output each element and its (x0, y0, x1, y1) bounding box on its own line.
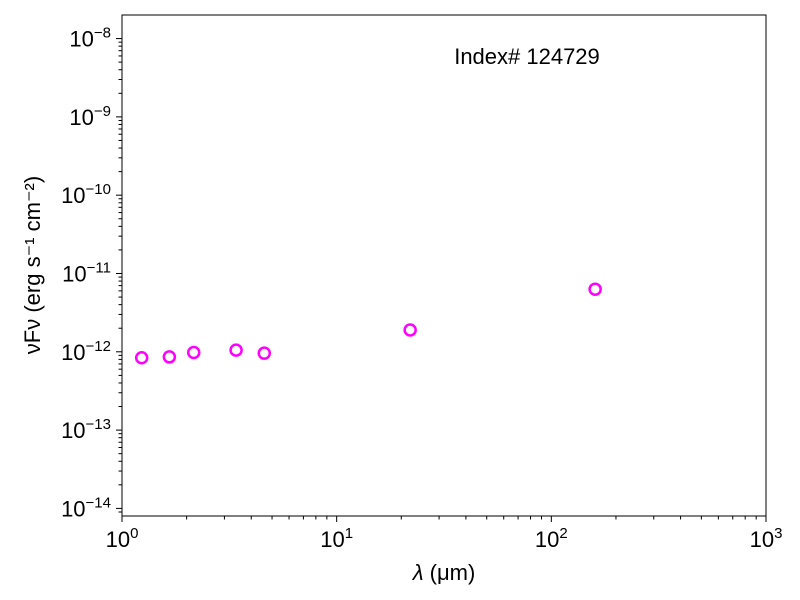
data-points (134, 282, 602, 365)
x-tick-label: 103 (750, 525, 783, 552)
annotation-label: Index# 124729 (454, 44, 600, 69)
data-point (229, 343, 243, 357)
y-tick-label: 10−14 (61, 494, 111, 521)
plot-frame (121, 14, 767, 517)
x-tick-label: 102 (535, 525, 568, 552)
y-tick-label: 10−9 (69, 103, 111, 130)
data-point (162, 350, 177, 364)
x-tick-label: 101 (320, 525, 353, 552)
x-tick-label: 100 (106, 525, 139, 552)
data-point (187, 345, 201, 360)
data-point (257, 346, 272, 360)
data-point (134, 350, 149, 365)
y-tick-label: 10−10 (61, 181, 111, 208)
minor-ticks (118, 41, 757, 520)
y-tick-label: 10−11 (62, 259, 111, 286)
y-axis-label: νFν (erg s⁻¹ cm⁻²) (20, 176, 45, 354)
major-ticks (116, 38, 767, 522)
tick-labels: 100 101 102 103 10−14 10−13 10−12 10−11 10−10 10−… (61, 25, 782, 552)
x-axis-label: λ (μm) (412, 560, 476, 585)
y-tick-label: 10−12 (61, 338, 111, 365)
data-point (588, 282, 602, 296)
data-point (403, 323, 417, 337)
y-tick-label: 10−8 (69, 25, 111, 52)
y-tick-label: 10−13 (61, 416, 111, 443)
